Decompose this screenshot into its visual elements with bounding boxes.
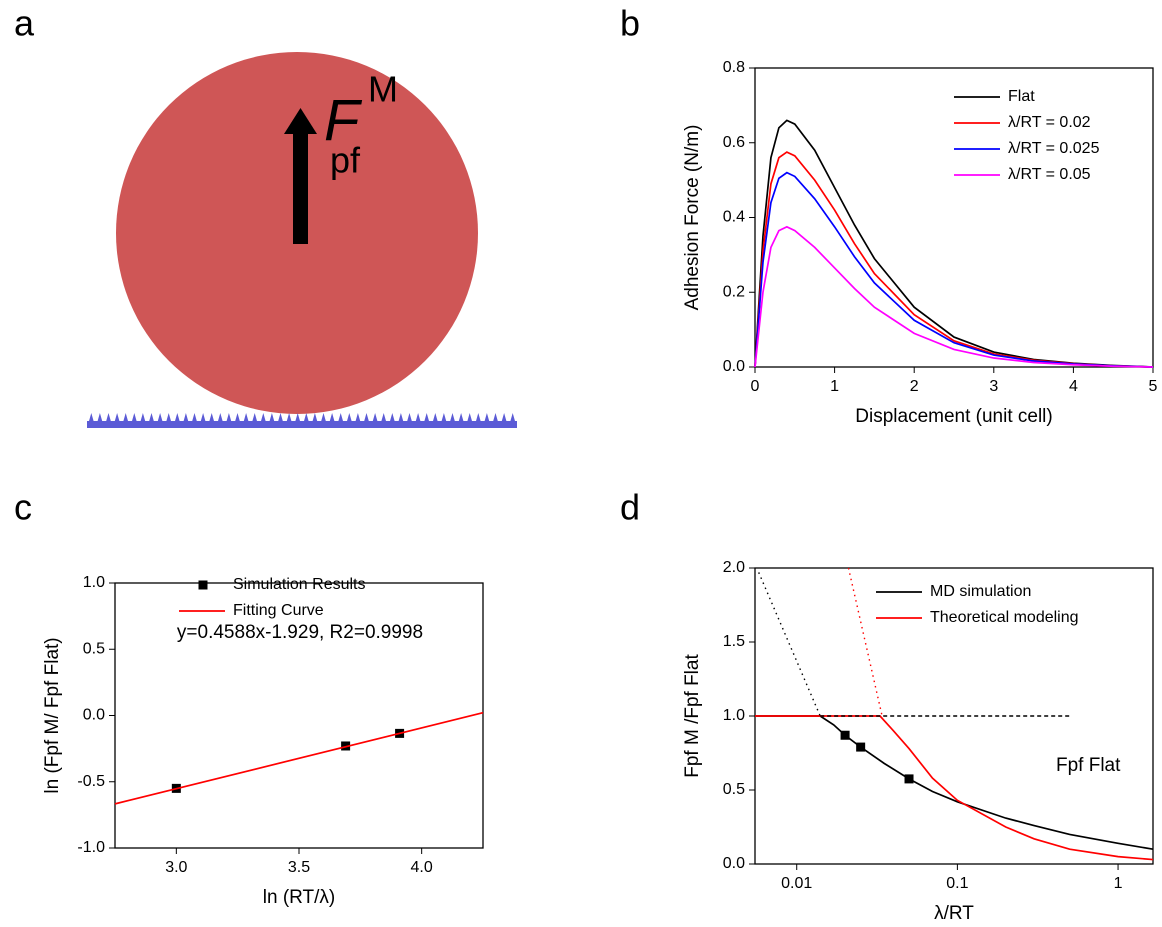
panel-label: a: [14, 3, 35, 44]
x-tick-label: 0: [751, 378, 760, 395]
y-tick-label: 0.8: [723, 59, 745, 76]
y-tick-label: 0.0: [83, 707, 105, 724]
data-line: [114, 711, 484, 805]
legend-label: Flat: [1008, 88, 1035, 105]
panel-label: b: [620, 3, 640, 44]
data-line: [754, 225, 1154, 368]
x-tick-label: 0.1: [946, 875, 968, 892]
legend-label: λ/RT = 0.05: [1008, 166, 1091, 183]
data-line: [754, 171, 1154, 368]
x-axis-label: Displacement (unit cell): [855, 406, 1052, 427]
legend-label: Fitting Curve: [233, 602, 324, 619]
x-tick-label: 4.0: [411, 859, 433, 876]
x-tick-label: 4: [1069, 378, 1078, 395]
y-tick-label: 0.5: [83, 640, 105, 657]
x-tick-label: 2: [910, 378, 919, 395]
y-tick-label: 0.2: [723, 283, 745, 300]
data-line: [758, 572, 821, 717]
y-axis-label: Fpf M /Fpf Flat: [682, 654, 703, 778]
y-tick-label: 0.5: [723, 781, 745, 798]
y-tick-label: 2.0: [723, 559, 745, 576]
y-tick-label: 1.5: [723, 633, 745, 650]
plot-frame: [754, 67, 1154, 368]
y-tick-label: 1.0: [83, 574, 105, 591]
x-tick-label: 3.0: [165, 859, 187, 876]
x-tick-label: 5: [1149, 378, 1158, 395]
data-point: [840, 730, 850, 740]
y-tick-label: -1.0: [77, 839, 105, 856]
x-tick-label: 1: [830, 378, 839, 395]
x-tick-label: 1: [1114, 875, 1123, 892]
y-tick-label: 0.0: [723, 855, 745, 872]
data-point: [904, 774, 914, 784]
x-axis-label: ln (RT/λ): [263, 887, 335, 908]
data-line: [754, 151, 1154, 368]
y-tick-label: 0.0: [723, 358, 745, 375]
data-line: [755, 715, 1154, 861]
y-tick-label: -0.5: [77, 773, 105, 790]
annotation: y=0.4588x-1.929, R2=0.9998: [177, 622, 423, 643]
panel-label: c: [14, 487, 32, 528]
data-point: [856, 742, 866, 752]
y-tick-label: 1.0: [723, 707, 745, 724]
force-superscript: M: [368, 69, 398, 110]
panel-label: d: [620, 487, 640, 528]
y-tick-label: 0.6: [723, 134, 745, 151]
substrate: [87, 413, 517, 428]
annotation: Fpf Flat: [1056, 755, 1121, 776]
x-tick-label: 0.01: [781, 875, 812, 892]
legend-label: Simulation Results: [233, 576, 366, 593]
legend-label: Theoretical modeling: [930, 609, 1079, 626]
legend-label: λ/RT = 0.025: [1008, 140, 1100, 157]
x-axis-label: λ/RT: [934, 903, 974, 924]
legend-label: MD simulation: [930, 583, 1031, 600]
substrate-base: [87, 421, 517, 428]
force-subscript: pf: [330, 140, 361, 181]
data-line: [847, 567, 883, 717]
force-symbol: F: [324, 88, 363, 153]
legend-label: λ/RT = 0.02: [1008, 114, 1091, 131]
y-axis-label: ln (Fpf M/ Fpf Flat): [42, 637, 63, 793]
data-line: [754, 119, 1154, 368]
y-tick-label: 0.4: [723, 209, 745, 226]
x-tick-label: 3.5: [288, 859, 310, 876]
y-axis-label: Adhesion Force (N/m): [682, 125, 703, 311]
data-line: [755, 715, 1154, 851]
legend-marker: [198, 580, 208, 590]
force-arrow-head: [284, 108, 317, 134]
x-tick-label: 3: [989, 378, 998, 395]
force-arrow: [293, 132, 308, 244]
